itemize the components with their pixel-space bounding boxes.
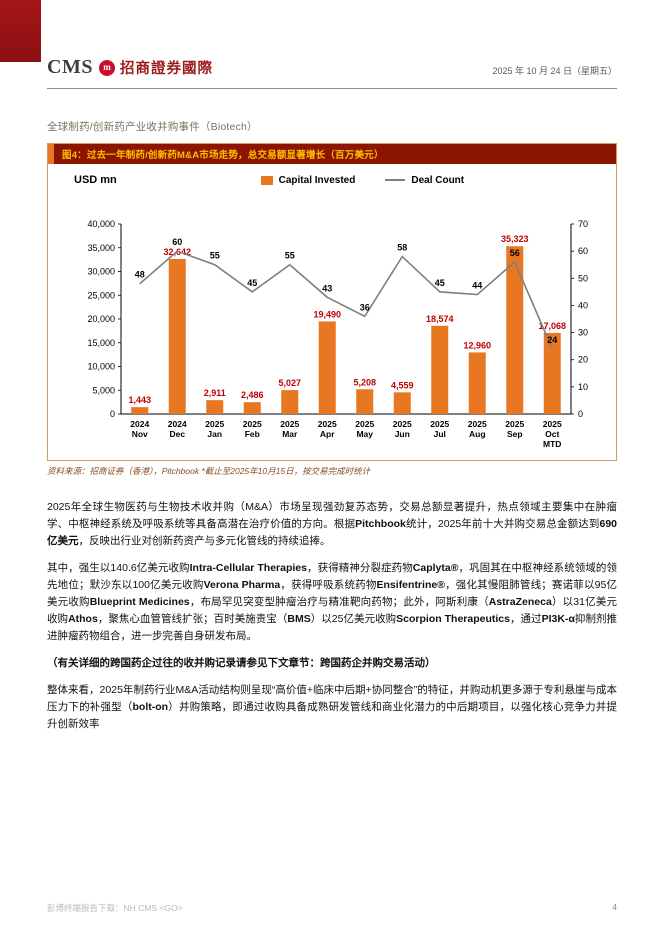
- svg-text:30: 30: [578, 328, 588, 338]
- svg-text:10,000: 10,000: [87, 362, 115, 372]
- body-paragraph: 整体来看，2025年制药行业M&A活动结构则呈现“高价值+临床中后期+协同整合”…: [47, 684, 618, 730]
- section-title: 全球制药/创新药产业收并购事件（Biotech）: [47, 121, 258, 133]
- svg-text:35,323: 35,323: [501, 234, 529, 244]
- svg-text:2025: 2025: [430, 419, 449, 429]
- figure-box: 图4：过去一年制药/创新药M&A市场走势，总交易额显著增长（百万美元） USD …: [47, 143, 617, 461]
- svg-text:56: 56: [510, 248, 520, 258]
- svg-text:Dec: Dec: [169, 429, 185, 439]
- svg-text:2025: 2025: [318, 419, 337, 429]
- ma-trend-chart: 0 5,000 10,000 15,000 20,000 25,000 30,000 35,0…: [87, 219, 588, 449]
- figure-title: 图4：过去一年制药/创新药M&A市场走势，总交易额显著增长（百万美元）: [62, 150, 384, 161]
- body-paragraph: （有关详细的跨国药企过往的收并购记录请参见下文章节：跨国药企并购交易活动）: [47, 657, 436, 669]
- svg-text:2025: 2025: [468, 419, 487, 429]
- svg-text:2,486: 2,486: [241, 390, 264, 400]
- svg-text:2025: 2025: [205, 419, 224, 429]
- svg-text:15,000: 15,000: [87, 338, 115, 348]
- svg-text:58: 58: [397, 243, 407, 253]
- svg-text:60: 60: [172, 237, 182, 247]
- svg-text:20: 20: [578, 355, 588, 365]
- svg-text:48: 48: [135, 270, 145, 280]
- svg-text:45: 45: [247, 278, 257, 288]
- brand-corner-block: [0, 0, 41, 62]
- legend-label: Capital Invested: [278, 174, 356, 186]
- svg-text:24: 24: [547, 335, 557, 345]
- footer: 彭博终端报告下载：NH CMS <GO> 4: [47, 902, 617, 914]
- bar-swatch-icon: [260, 175, 273, 185]
- svg-text:2025: 2025: [543, 419, 562, 429]
- legend-label: Deal Count: [411, 174, 465, 186]
- svg-text:2025: 2025: [393, 419, 412, 429]
- svg-text:55: 55: [285, 251, 295, 261]
- svg-text:5,000: 5,000: [92, 385, 115, 395]
- svg-text:44: 44: [472, 281, 482, 291]
- svg-text:55: 55: [210, 251, 220, 261]
- svg-text:5,027: 5,027: [278, 378, 301, 388]
- body-paragraph: 其中，强生以140.6亿美元收购Intra-Cellular Therapies…: [47, 562, 618, 642]
- chart-header: USD mn Capital Invested Deal Count: [48, 164, 616, 186]
- line-swatch-icon: [385, 179, 406, 181]
- svg-text:20,000: 20,000: [87, 314, 115, 324]
- svg-text:4,559: 4,559: [391, 380, 414, 390]
- svg-text:17,068: 17,068: [538, 321, 566, 331]
- svg-text:2025: 2025: [243, 419, 262, 429]
- cms-logo-text: CMS: [47, 56, 93, 78]
- source-note: 资料来源：招商证券（香港），Pitchbook *截止至2025年10月15日，…: [47, 466, 371, 476]
- svg-text:0: 0: [578, 409, 583, 419]
- svg-text:35,000: 35,000: [87, 243, 115, 253]
- svg-text:Sep: Sep: [507, 429, 523, 439]
- svg-text:30,000: 30,000: [87, 267, 115, 277]
- svg-text:60: 60: [578, 246, 588, 256]
- svg-text:40: 40: [578, 300, 588, 310]
- svg-text:May: May: [356, 429, 373, 439]
- header-divider: [47, 88, 617, 89]
- body-paragraph: 2025年全球生物医药与生物技术收并购（M&A）市场呈现强劲复苏态势，交易总额显…: [47, 501, 618, 547]
- svg-text:Jan: Jan: [207, 429, 222, 439]
- svg-text:70: 70: [578, 219, 588, 229]
- body-text: 2025年全球生物医药与生物技术收并购（M&A）市场呈现强劲复苏态势，交易总额显…: [47, 499, 617, 733]
- svg-text:19,490: 19,490: [313, 309, 341, 319]
- figure-title-bar: 图4：过去一年制药/创新药M&A市场走势，总交易额显著增长（百万美元）: [48, 144, 616, 164]
- svg-text:40,000: 40,000: [87, 219, 115, 229]
- svg-text:Jun: Jun: [395, 429, 410, 439]
- svg-text:MTD: MTD: [543, 439, 561, 449]
- svg-text:Oct: Oct: [545, 429, 559, 439]
- svg-text:2,911: 2,911: [204, 388, 226, 398]
- cms-logo-icon: m: [98, 59, 115, 76]
- svg-text:Aug: Aug: [469, 429, 486, 439]
- svg-text:45: 45: [435, 278, 445, 288]
- svg-text:1,443: 1,443: [128, 395, 151, 405]
- svg-text:50: 50: [578, 273, 588, 283]
- page-number: 4: [612, 902, 617, 912]
- svg-text:18,574: 18,574: [426, 314, 454, 324]
- header: CMS m 招商證券國際 2025 年 10 月 24 日（星期五）: [47, 56, 617, 79]
- svg-text:0: 0: [110, 409, 115, 419]
- svg-text:2024: 2024: [168, 419, 187, 429]
- svg-text:2025: 2025: [280, 419, 299, 429]
- svg-text:25,000: 25,000: [87, 290, 115, 300]
- report-date: 2025 年 10 月 24 日（星期五）: [492, 66, 617, 76]
- svg-text:Jul: Jul: [434, 429, 446, 439]
- svg-text:Mar: Mar: [282, 429, 298, 439]
- svg-text:Feb: Feb: [245, 429, 260, 439]
- legend-item-capital-invested: Capital Invested: [260, 174, 356, 186]
- svg-text:36: 36: [360, 302, 370, 312]
- main-content: 全球制药/创新药产业收并购事件（Biotech） 图4：过去一年制药/创新药M&…: [47, 119, 617, 743]
- footer-terminal-note: 彭博终端报告下载：NH CMS <GO>: [47, 903, 183, 913]
- chart-legend: Capital Invested Deal Count: [117, 175, 608, 186]
- axis-unit-label: USD mn: [74, 174, 117, 186]
- svg-text:Apr: Apr: [320, 429, 335, 439]
- svg-text:2025: 2025: [505, 419, 524, 429]
- svg-text:12,960: 12,960: [463, 340, 491, 350]
- legend-item-deal-count: Deal Count: [385, 175, 464, 186]
- svg-text:43: 43: [322, 283, 332, 293]
- svg-text:10: 10: [578, 382, 588, 392]
- svg-text:2025: 2025: [355, 419, 374, 429]
- svg-text:2024: 2024: [130, 419, 149, 429]
- svg-text:Nov: Nov: [132, 429, 148, 439]
- svg-text:5,208: 5,208: [353, 377, 376, 387]
- cms-logo-chinese: 招商證券國際: [119, 61, 213, 77]
